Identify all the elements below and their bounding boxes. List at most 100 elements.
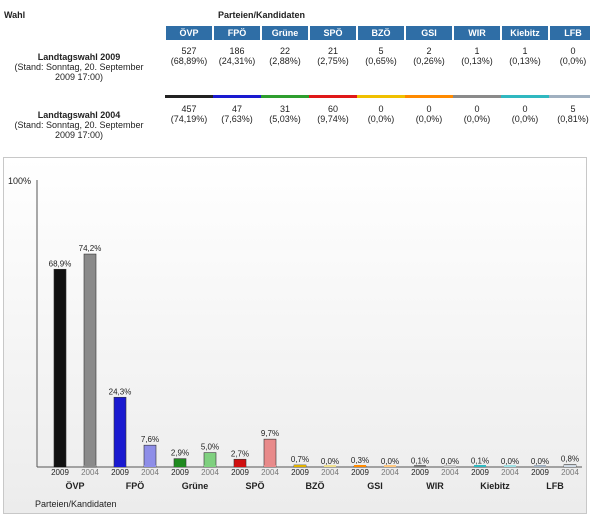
- x-axis-label: Parteien/Kandidaten: [35, 499, 117, 509]
- result-cell: 60(9,74%): [310, 104, 356, 124]
- data-label: 2,7%: [231, 449, 249, 458]
- party-header-3: SPÖ: [310, 26, 356, 40]
- bar-base-2009-3: [234, 465, 246, 467]
- data-label: 68,9%: [49, 259, 72, 268]
- party-header-4: BZÖ: [358, 26, 404, 40]
- result-cell: 0(0,0%): [502, 104, 548, 124]
- wahl-header: Wahl: [4, 10, 25, 20]
- bar-2004-1: [144, 445, 156, 467]
- data-label: 0,0%: [321, 457, 339, 466]
- result-cell: 2(0,26%): [406, 46, 452, 66]
- category-label: BZÖ: [306, 481, 325, 491]
- party-header-8: LFB: [550, 26, 590, 40]
- year-label: 2009: [351, 468, 369, 477]
- bar-base-2009-1: [114, 465, 126, 467]
- data-label: 0,3%: [351, 456, 369, 465]
- party-color-strip: [357, 95, 405, 98]
- year-label: 2009: [51, 468, 69, 477]
- category-label: Kiebitz: [480, 481, 510, 491]
- data-label: 24,3%: [109, 387, 132, 396]
- year-label: 2004: [141, 468, 159, 477]
- year-label: 2009: [291, 468, 309, 477]
- party-header-5: GSI: [406, 26, 452, 40]
- data-label: 0,0%: [531, 457, 549, 466]
- year-label: 2004: [501, 468, 519, 477]
- data-label: 0,0%: [381, 457, 399, 466]
- year-label: 2004: [81, 468, 99, 477]
- result-cell: 527(68,89%): [166, 46, 212, 66]
- party-color-strip: [261, 95, 309, 98]
- bar-base-2009-4: [294, 465, 306, 467]
- year-label: 2004: [561, 468, 579, 477]
- result-cell: 0(0,0%): [454, 104, 500, 124]
- party-header-1: FPÖ: [214, 26, 260, 40]
- data-label: 0,0%: [441, 457, 459, 466]
- bar-base-2004-1: [144, 465, 156, 467]
- result-cell: 21(2,75%): [310, 46, 356, 66]
- result-cell: 22(2,88%): [262, 46, 308, 66]
- bar-2009-0: [54, 269, 66, 467]
- result-cell: 1(0,13%): [502, 46, 548, 66]
- election-name: Landtagswahl 2009: [4, 52, 154, 62]
- year-label: 2009: [411, 468, 429, 477]
- year-label: 2004: [261, 468, 279, 477]
- party-header-7: Kiebitz: [502, 26, 548, 40]
- result-cell: 31(5,03%): [262, 104, 308, 124]
- election-stand: (Stand: Sonntag, 20. September 2009 17:0…: [14, 62, 143, 82]
- bar-2004-2: [204, 453, 216, 467]
- bar-base-2004-3: [264, 465, 276, 467]
- party-header-0: ÖVP: [166, 26, 212, 40]
- election-stand: (Stand: Sonntag, 20. September 2009 17:0…: [14, 120, 143, 140]
- bar-base-2004-8: [564, 465, 576, 467]
- party-color-strip: [501, 95, 549, 98]
- result-cell: 186(24,31%): [214, 46, 260, 66]
- party-color-strip: [165, 95, 213, 98]
- bar-2009-1: [114, 397, 126, 467]
- result-cell: 0(0,0%): [406, 104, 452, 124]
- bar-base-2009-2: [174, 465, 186, 467]
- data-label: 0,1%: [471, 457, 489, 466]
- chart-panel: 100% Parteien/Kandidaten 68,9% 2009 74,2% 200…: [3, 157, 587, 514]
- year-label: 2004: [381, 468, 399, 477]
- category-label: FPÖ: [126, 481, 145, 491]
- data-label: 0,0%: [501, 457, 519, 466]
- category-label: SPÖ: [245, 481, 264, 491]
- data-label: 5,0%: [201, 443, 219, 452]
- year-label: 2004: [201, 468, 219, 477]
- data-label: 0,1%: [411, 457, 429, 466]
- data-label: 9,7%: [261, 429, 279, 438]
- result-cell: 47(7,63%): [214, 104, 260, 124]
- party-header-2: Grüne: [262, 26, 308, 40]
- data-label: 74,2%: [79, 244, 102, 253]
- election-label-1: Landtagswahl 2004(Stand: Sonntag, 20. Se…: [4, 110, 154, 140]
- year-label: 2009: [471, 468, 489, 477]
- year-label: 2009: [171, 468, 189, 477]
- result-cell: 457(74,19%): [166, 104, 212, 124]
- data-label: 0,8%: [561, 455, 579, 464]
- year-label: 2004: [321, 468, 339, 477]
- bar-base-2009-0: [54, 465, 66, 467]
- party-header-6: WIR: [454, 26, 500, 40]
- party-color-strip: [405, 95, 453, 98]
- party-color-strip: [309, 95, 357, 98]
- data-label: 7,6%: [141, 435, 159, 444]
- bar-base-2004-0: [84, 465, 96, 467]
- category-label: ÖVP: [65, 481, 84, 491]
- result-cell: 0(0,0%): [550, 46, 590, 66]
- bar-base-2004-2: [204, 465, 216, 467]
- category-label: WIR: [426, 481, 444, 491]
- data-label: 0,7%: [291, 455, 309, 464]
- result-cell: 5(0,65%): [358, 46, 404, 66]
- year-label: 2009: [231, 468, 249, 477]
- category-label: Grüne: [182, 481, 209, 491]
- year-label: 2009: [531, 468, 549, 477]
- party-color-strip: [549, 95, 590, 98]
- parties-header: Parteien/Kandidaten: [218, 10, 305, 20]
- result-cell: 1(0,13%): [454, 46, 500, 66]
- bar-chart: 100% Parteien/Kandidaten 68,9% 2009 74,2% 200…: [4, 158, 586, 513]
- party-color-strip: [213, 95, 261, 98]
- election-label-0: Landtagswahl 2009(Stand: Sonntag, 20. Se…: [4, 52, 154, 82]
- data-label: 2,9%: [171, 449, 189, 458]
- category-label: LFB: [546, 481, 564, 491]
- y-max-label: 100%: [8, 176, 31, 186]
